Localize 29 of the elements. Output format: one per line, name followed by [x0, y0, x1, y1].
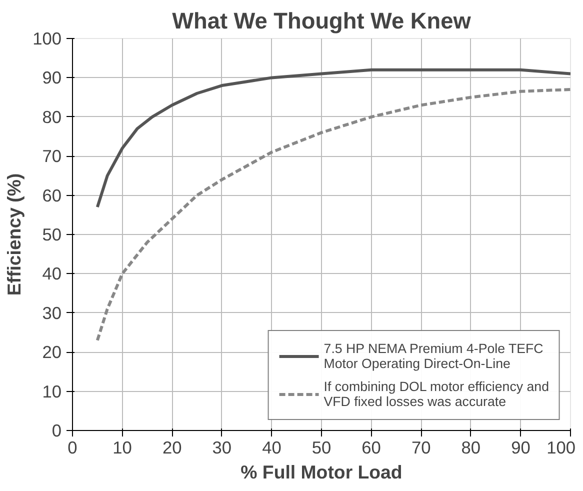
x-tick-label: 0 — [68, 438, 78, 458]
line-series — [96, 88, 570, 342]
x-tick-label: 70 — [411, 438, 431, 458]
y-tick-label: 30 — [42, 302, 62, 323]
x-tick-label: 90 — [511, 438, 530, 458]
y-tick-label: 50 — [42, 224, 62, 244]
y-tick-label: 70 — [42, 146, 62, 166]
line-series — [96, 68, 570, 209]
y-tick-label: 10 — [42, 381, 62, 402]
chart-title: What We Thought We Knew — [172, 8, 472, 34]
y-tick-label: 100 — [32, 28, 62, 48]
x-tick-label: 60 — [362, 438, 381, 458]
y-tick-label: 80 — [42, 106, 62, 127]
y-tick-label: 0 — [52, 420, 62, 440]
x-axis-title: % Full Motor Load — [240, 462, 402, 482]
y-tick-label: 20 — [42, 342, 62, 362]
legend-label: If combining DOL motor efficiency and VFD fixed losses was accurate — [324, 379, 549, 409]
y-axis-title: Efficiency (%) — [4, 173, 25, 296]
x-tick-label: 20 — [162, 438, 182, 458]
x-tick-label: 50 — [312, 438, 332, 458]
y-tick-label: 40 — [42, 264, 62, 284]
legend-label: 7.5 HP NEMA Premium 4-Pole TEFC Motor Operating Direct-On-Line — [324, 341, 544, 371]
y-tick-label: 90 — [42, 68, 62, 88]
x-tick-label: 10 — [112, 438, 132, 458]
x-tick-label: 30 — [212, 438, 232, 458]
y-tick-label: 60 — [42, 185, 62, 206]
x-tick-label: 100 — [546, 438, 576, 458]
x-tick-label: 80 — [461, 438, 481, 458]
x-tick-label: 40 — [262, 438, 282, 458]
